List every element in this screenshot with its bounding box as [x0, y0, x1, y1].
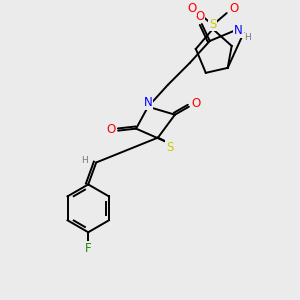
Text: S: S	[209, 17, 217, 31]
Text: S: S	[166, 141, 174, 154]
Text: O: O	[187, 2, 196, 15]
Text: F: F	[85, 242, 92, 255]
Text: O: O	[191, 97, 200, 110]
Text: H: H	[244, 34, 251, 43]
Text: O: O	[106, 123, 116, 136]
Text: N: N	[234, 25, 243, 38]
Text: O: O	[229, 2, 238, 15]
Text: O: O	[195, 10, 204, 22]
Text: N: N	[144, 96, 152, 109]
Text: H: H	[81, 156, 88, 165]
